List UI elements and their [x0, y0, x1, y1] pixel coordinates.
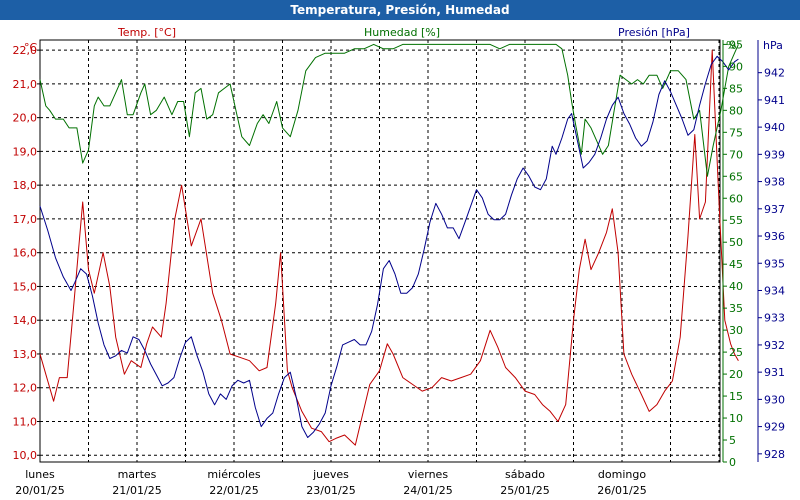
hum-tick-label: 95 — [729, 38, 743, 51]
temp-tick-label: 10,0 — [13, 449, 38, 462]
temp-tick-label: 19,0 — [13, 145, 38, 158]
hum-tick-label: 35 — [729, 302, 743, 315]
x-tick-label: miércoles 22/01/25 — [207, 468, 260, 497]
pres-tick-label: 932 — [764, 339, 785, 352]
x-tick-date: 24/01/25 — [403, 484, 452, 497]
x-tick-date: 26/01/25 — [597, 484, 646, 497]
hum-tick-label: 25 — [729, 346, 743, 359]
pres-tick-label: 936 — [764, 230, 785, 243]
hum-tick-label: 15 — [729, 390, 743, 403]
temp-tick-label: 13,0 — [13, 348, 38, 361]
pres-tick-label: 939 — [764, 148, 785, 161]
pres-axis-label: Presión [hPa] — [618, 26, 690, 39]
chart-title: Temperatura, Presión, Humedad — [0, 0, 800, 20]
hum-tick-label: 40 — [729, 280, 743, 293]
pres-tick-label: 941 — [764, 94, 785, 107]
hum-tick-label: 45 — [729, 258, 743, 271]
pres-tick-label: 935 — [764, 257, 785, 270]
temp-tick-label: 11,0 — [13, 415, 38, 428]
x-tick-date: 20/01/25 — [15, 484, 64, 497]
series-line-pres — [39, 55, 739, 438]
x-tick-day: lunes — [25, 468, 55, 481]
temp-axis-unit: °C — [24, 41, 38, 54]
pres-axis-unit: hPa — [763, 39, 783, 52]
pres-tick-label: 934 — [764, 284, 785, 297]
x-tick-day: viernes — [408, 468, 448, 481]
hum-tick-label: 70 — [729, 148, 743, 161]
hum-tick-label: 20 — [729, 368, 743, 381]
series-lines — [39, 43, 739, 446]
hum-tick-label: 60 — [729, 192, 743, 205]
pres-tick-label: 929 — [764, 421, 785, 434]
hum-tick-label: 55 — [729, 214, 743, 227]
temp-tick-label: 14,0 — [13, 314, 38, 327]
temp-tick-label: 12,0 — [13, 382, 38, 395]
temp-tick-label: 21,0 — [13, 78, 38, 91]
pres-tick-label: 938 — [764, 176, 785, 189]
temp-axis-label: Temp. [°C] — [117, 26, 176, 39]
temp-tick-label: 16,0 — [13, 247, 38, 260]
hum-tick-label: 30 — [729, 324, 743, 337]
x-tick-day: jueves — [312, 468, 349, 481]
x-tick-day: domingo — [598, 468, 646, 481]
hum-tick-label: 90 — [729, 60, 743, 73]
temp-tick-label: 15,0 — [13, 280, 38, 293]
hum-tick-label: 80 — [729, 104, 743, 117]
series-line-hum — [39, 43, 739, 177]
x-tick-date: 21/01/25 — [112, 484, 161, 497]
hum-tick-label: 65 — [729, 170, 743, 183]
x-tick-label: lunes 20/01/25 — [15, 468, 64, 497]
x-tick-day: sábado — [505, 468, 545, 481]
x-tick-date: 23/01/25 — [306, 484, 355, 497]
x-tick-day: miércoles — [207, 468, 260, 481]
temp-tick-label: 22,0 — [13, 44, 38, 57]
pres-tick-label: 931 — [764, 366, 785, 379]
x-tick-day: martes — [118, 468, 157, 481]
x-tick-label: martes 21/01/25 — [112, 468, 161, 497]
x-tick-date: 22/01/25 — [209, 484, 258, 497]
pres-tick-label: 942 — [764, 67, 785, 80]
temp-tick-label: 20,0 — [13, 112, 38, 125]
pres-tick-label: 933 — [764, 312, 785, 325]
hum-tick-label: 85 — [729, 82, 743, 95]
hum-tick-label: 50 — [729, 236, 743, 249]
x-tick-date: 25/01/25 — [500, 484, 549, 497]
axes: 10,0 11,0 12,0 13,0 14,0 15,0 16,0 17,0 18,0 19,0… — [13, 38, 786, 497]
temp-tick-label: 17,0 — [13, 213, 38, 226]
x-tick-label: viernes 24/01/25 — [403, 468, 452, 497]
hum-axis-unit: % — [726, 39, 736, 52]
temp-tick-label: 18,0 — [13, 179, 38, 192]
x-tick-label: sábado 25/01/25 — [500, 468, 549, 497]
hum-tick-label: 75 — [729, 126, 743, 139]
hum-tick-label: 0 — [729, 456, 736, 469]
x-tick-label: domingo 26/01/25 — [597, 468, 646, 497]
hum-axis-label: Humedad [%] — [364, 26, 440, 39]
pres-tick-label: 937 — [764, 203, 785, 216]
pres-tick-label: 928 — [764, 448, 785, 461]
x-tick-label: jueves 23/01/25 — [306, 468, 355, 497]
pres-tick-label: 940 — [764, 121, 785, 134]
pres-tick-label: 930 — [764, 393, 785, 406]
series-line-temp — [39, 49, 739, 446]
grid — [39, 39, 721, 463]
hum-tick-label: 5 — [729, 434, 736, 447]
hum-tick-label: 10 — [729, 412, 743, 425]
